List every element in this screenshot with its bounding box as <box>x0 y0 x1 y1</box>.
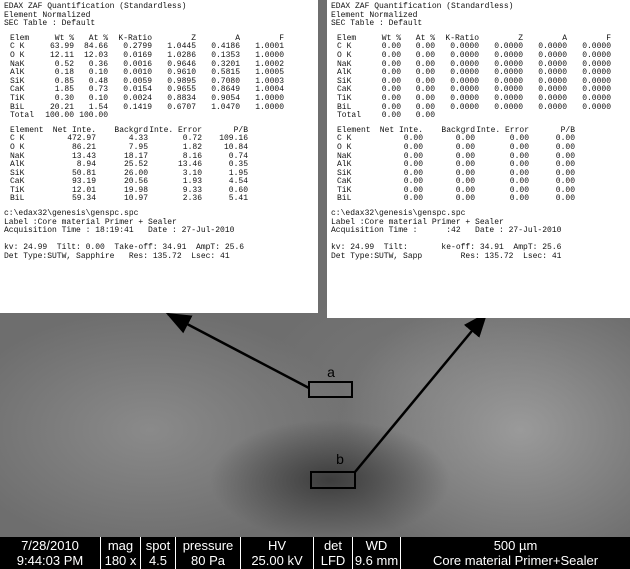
status-cell: 500 µmCore material Primer+Sealer <box>400 537 630 569</box>
region-box <box>311 472 355 488</box>
table-row: C K0.000.000.000.00 <box>331 135 626 144</box>
cell: BiL <box>4 195 50 204</box>
status-text: 500 µm <box>401 538 630 553</box>
status-cell: mag180 x <box>100 537 140 569</box>
status-cell: detLFD <box>313 537 352 569</box>
status-text: pressure <box>176 538 240 553</box>
table-row: NaK0.000.000.000.00 <box>331 153 626 162</box>
status-text: mag <box>101 538 140 553</box>
table-row: NaK13.4318.178.160.74 <box>4 153 314 162</box>
status-bar: 7/28/20109:44:03 PMmag180 xspot4.5pressu… <box>0 537 630 569</box>
table-row: BiL0.000.000.000.00 <box>331 195 626 204</box>
cell: 100.00 <box>40 112 74 121</box>
cell: 0.0000 <box>479 104 523 113</box>
region-box <box>309 382 352 397</box>
header-line: SEC Table : Default <box>4 20 314 29</box>
status-cell: 7/28/20109:44:03 PM <box>0 537 100 569</box>
table-row: AlK0.000.000.000.00 <box>331 161 626 170</box>
status-text: 7/28/2010 <box>0 538 100 553</box>
cell: Total <box>4 112 40 121</box>
header-line: SEC Table : Default <box>331 20 626 29</box>
cell: 1.0470 <box>196 104 240 113</box>
edax-panel: EDAX ZAF Quantification (Standardless)El… <box>327 0 630 318</box>
status-text: 4.5 <box>141 553 175 568</box>
marker-label: a <box>327 364 335 380</box>
footer-line: Det Type:SUTW, Sapphire Res: 135.72 Lsec… <box>4 253 314 262</box>
edax-panel: EDAX ZAF Quantification (Standardless)El… <box>0 0 318 313</box>
screenshot: a b EDAX ZAF Quantification (Standardles… <box>0 0 630 569</box>
status-cell: spot4.5 <box>140 537 175 569</box>
cell: 0.0000 <box>567 104 611 113</box>
cell: 100.00 <box>74 112 108 121</box>
status-text: spot <box>141 538 175 553</box>
status-text: Core material Primer+Sealer <box>401 553 630 568</box>
status-text: 9.6 mm <box>353 553 400 568</box>
cell: 0.00 <box>367 112 401 121</box>
cell: 1.0000 <box>240 104 284 113</box>
cell: 59.34 <box>50 195 96 204</box>
arrow <box>355 314 486 472</box>
cell: 0.00 <box>401 112 435 121</box>
table-row: O K0.000.000.000.00 <box>331 144 626 153</box>
cell: 0.6707 <box>152 104 196 113</box>
cell: 0.00 <box>475 195 529 204</box>
marker-label: b <box>336 451 344 467</box>
cell: 0.1419 <box>108 104 152 113</box>
cell: 0.0000 <box>523 104 567 113</box>
footer-line: Acquisition Time : :42 Date : 27-Jul-201… <box>331 227 626 236</box>
status-text: WD <box>353 538 400 553</box>
table-row: C K472.974.330.72109.16 <box>4 135 314 144</box>
table-header: ElementNet Inte.BackgrdInte. ErrorP/B <box>4 127 314 136</box>
table-row: AlK8.9425.5213.460.35 <box>4 161 314 170</box>
status-cell: pressure80 Pa <box>175 537 240 569</box>
status-text: HV <box>241 538 313 553</box>
footer-line: Acquisition Time : 18:19:41 Date : 27-Ju… <box>4 227 314 236</box>
status-text: 180 x <box>101 553 140 568</box>
cell: Total <box>331 112 367 121</box>
status-text: 9:44:03 PM <box>0 553 100 568</box>
cell: 5.41 <box>202 195 248 204</box>
status-text: 80 Pa <box>176 553 240 568</box>
arrow <box>168 314 309 388</box>
status-cell: HV25.00 kV <box>240 537 313 569</box>
table-row: SiK50.8126.003.101.95 <box>4 170 314 179</box>
status-text: det <box>314 538 352 553</box>
cell: 0.00 <box>529 195 575 204</box>
cell: 0.00 <box>377 195 423 204</box>
cell: 2.36 <box>148 195 202 204</box>
cell: BiL <box>331 195 377 204</box>
cell: 0.0000 <box>435 104 479 113</box>
status-text: LFD <box>314 553 352 568</box>
status-text: 25.00 kV <box>241 553 313 568</box>
cell: 10.97 <box>96 195 148 204</box>
cell: 0.00 <box>423 195 475 204</box>
footer-line: Det Type:SUTW, Sapp Res: 135.72 Lsec: 41 <box>331 253 626 262</box>
